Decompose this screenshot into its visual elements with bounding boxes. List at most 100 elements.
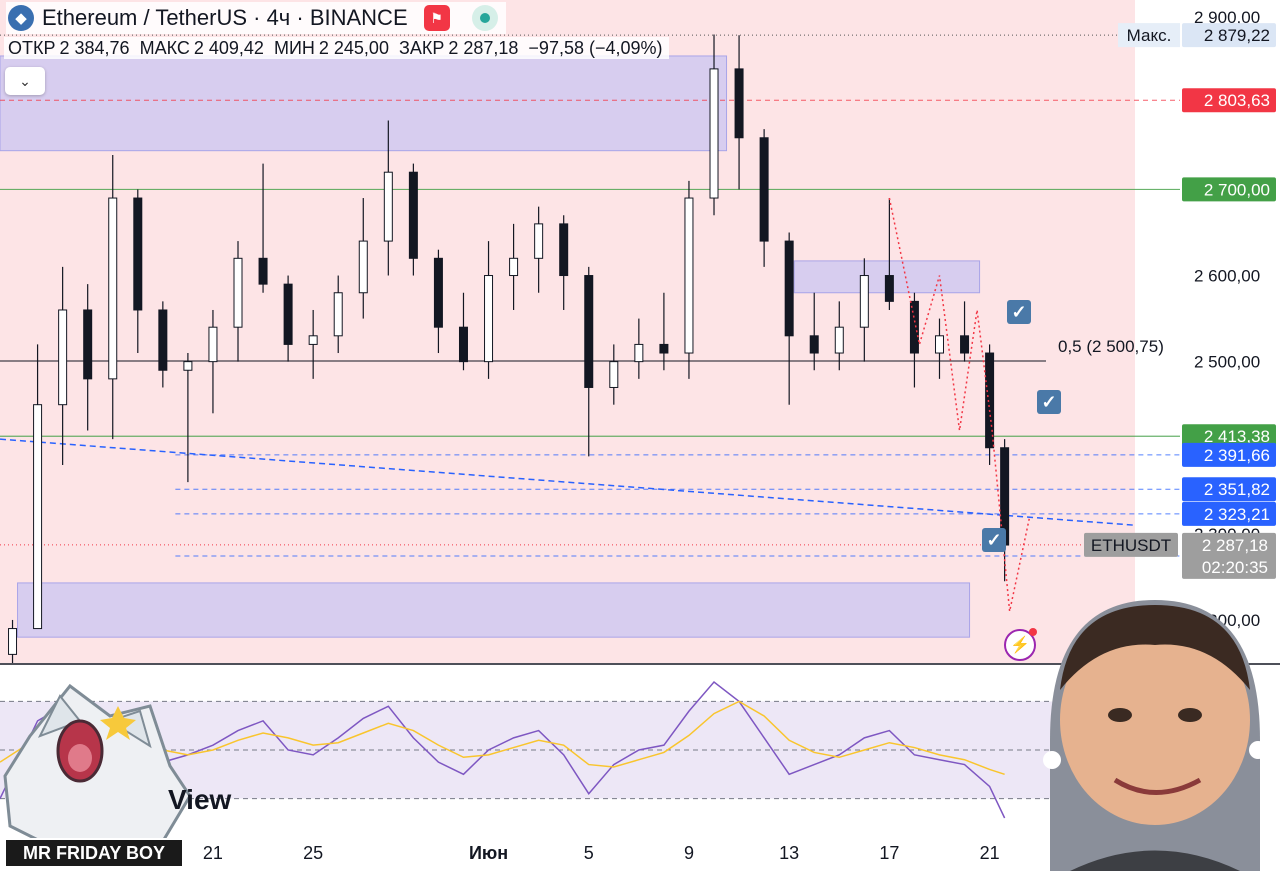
open-label: ОТКР — [8, 37, 56, 58]
candle-body — [584, 275, 594, 388]
x-tick-label: 9 — [684, 843, 694, 863]
max-badge-bg — [1182, 23, 1276, 48]
candle-body — [108, 197, 118, 380]
low-label: МИН — [273, 37, 315, 58]
checkbox-alert-1[interactable]: ✓ — [1007, 300, 1031, 324]
candle — [433, 249, 443, 354]
candle-body — [183, 361, 193, 371]
candle — [985, 344, 995, 465]
level-badge: 2 413,38 — [1204, 427, 1270, 446]
change-value: −97,58 (−4,09%) — [528, 37, 663, 58]
candle-body — [960, 335, 970, 354]
level-badge: 2 700,00 — [1204, 180, 1270, 199]
mascot-label: MR FRIDAY BOY — [4, 838, 184, 868]
projection-path — [888, 197, 1031, 612]
candle-body — [383, 171, 393, 242]
candle — [408, 163, 418, 276]
candle-body — [559, 223, 569, 277]
close-value: 2 287,18 — [448, 37, 519, 58]
high-label: МАКС — [139, 37, 190, 58]
symbol-tag-bg — [1084, 532, 1178, 557]
mascot-sticker — [3, 683, 192, 853]
candle — [559, 215, 569, 310]
candle — [233, 241, 243, 362]
candle-body — [308, 335, 318, 345]
checkbox-alert-3[interactable]: ✓ — [982, 528, 1006, 552]
candle-body — [283, 283, 293, 345]
candle-body — [8, 628, 18, 655]
candle-body — [233, 257, 243, 328]
candle — [158, 301, 168, 388]
level-badge: 2 323,21 — [1204, 505, 1270, 524]
level-badge: 2 391,66 — [1204, 446, 1270, 465]
x-tick-label: 21 — [203, 843, 223, 863]
candle — [884, 198, 894, 310]
demand-zone-box-3 — [17, 582, 971, 638]
chart-title: Ethereum / TetherUS · 4ч · BINANCE — [42, 5, 408, 30]
checkbox-alert-2[interactable]: ✓ — [1037, 390, 1061, 414]
candle-body — [709, 68, 719, 199]
collapse-legend-button[interactable]: ⌄ — [5, 67, 45, 95]
close-label: ЗАКР — [398, 37, 445, 58]
candle-body — [534, 223, 544, 259]
candle — [609, 344, 619, 405]
candle — [183, 353, 193, 483]
candle — [8, 619, 18, 663]
candle — [809, 292, 819, 371]
candle-body — [759, 137, 769, 242]
candle — [960, 301, 970, 362]
level-badge-bg — [1182, 442, 1276, 467]
demand-zone-box-1 — [0, 55, 728, 152]
candle-body — [258, 257, 268, 285]
low-value: 2 245,00 — [318, 37, 389, 58]
candle-body — [909, 300, 919, 354]
candle-body — [208, 326, 218, 363]
candle — [208, 309, 218, 414]
candle — [534, 206, 544, 293]
level-badge: 2 351,82 — [1204, 480, 1270, 499]
candle-body — [884, 275, 894, 302]
candle — [458, 292, 468, 371]
candle — [383, 120, 393, 276]
candle — [784, 232, 794, 405]
x-tick-label: 17 — [879, 843, 899, 863]
candle-body — [859, 275, 869, 328]
level-badge-bg — [1182, 88, 1276, 113]
candle-body — [934, 335, 944, 354]
chart-header[interactable]: ◆ Ethereum / TetherUS · 4ч · BINANCE ⚑ — [6, 2, 506, 34]
candle — [509, 223, 519, 310]
candle — [659, 292, 669, 371]
level-badge-bg — [1182, 501, 1276, 526]
candle — [83, 284, 93, 431]
lightning-icon[interactable]: ⚡ — [1004, 628, 1037, 661]
candle-body — [458, 326, 468, 363]
candle-body — [133, 197, 143, 311]
fib-label: 0,5 (2 500,75) — [1058, 337, 1164, 356]
candle — [634, 318, 644, 379]
candle — [909, 292, 919, 388]
candle — [358, 198, 368, 319]
candle-body — [358, 240, 368, 294]
y-tick-label: 2 500,00 — [1194, 353, 1260, 372]
candle — [934, 318, 944, 379]
max-label-bg — [1118, 23, 1180, 48]
level-badge-bg — [1182, 424, 1276, 449]
candle — [684, 180, 694, 379]
candle — [33, 344, 43, 630]
flag-icon[interactable]: ⚑ — [423, 5, 450, 31]
candle — [333, 275, 343, 354]
candle — [108, 154, 118, 440]
candle-body — [634, 343, 644, 363]
ethereum-icon: ◆ — [8, 5, 34, 31]
level-badge-bg — [1182, 477, 1276, 502]
max-badge: 2 879,22 — [1204, 26, 1270, 45]
high-value: 2 409,42 — [193, 37, 264, 58]
candle-body — [158, 309, 168, 371]
candle-body — [985, 352, 995, 449]
candle-body — [834, 326, 844, 354]
candle-body — [809, 335, 819, 354]
x-tick-label: 25 — [303, 843, 323, 863]
y-tick-label: 2 600,00 — [1194, 267, 1260, 286]
